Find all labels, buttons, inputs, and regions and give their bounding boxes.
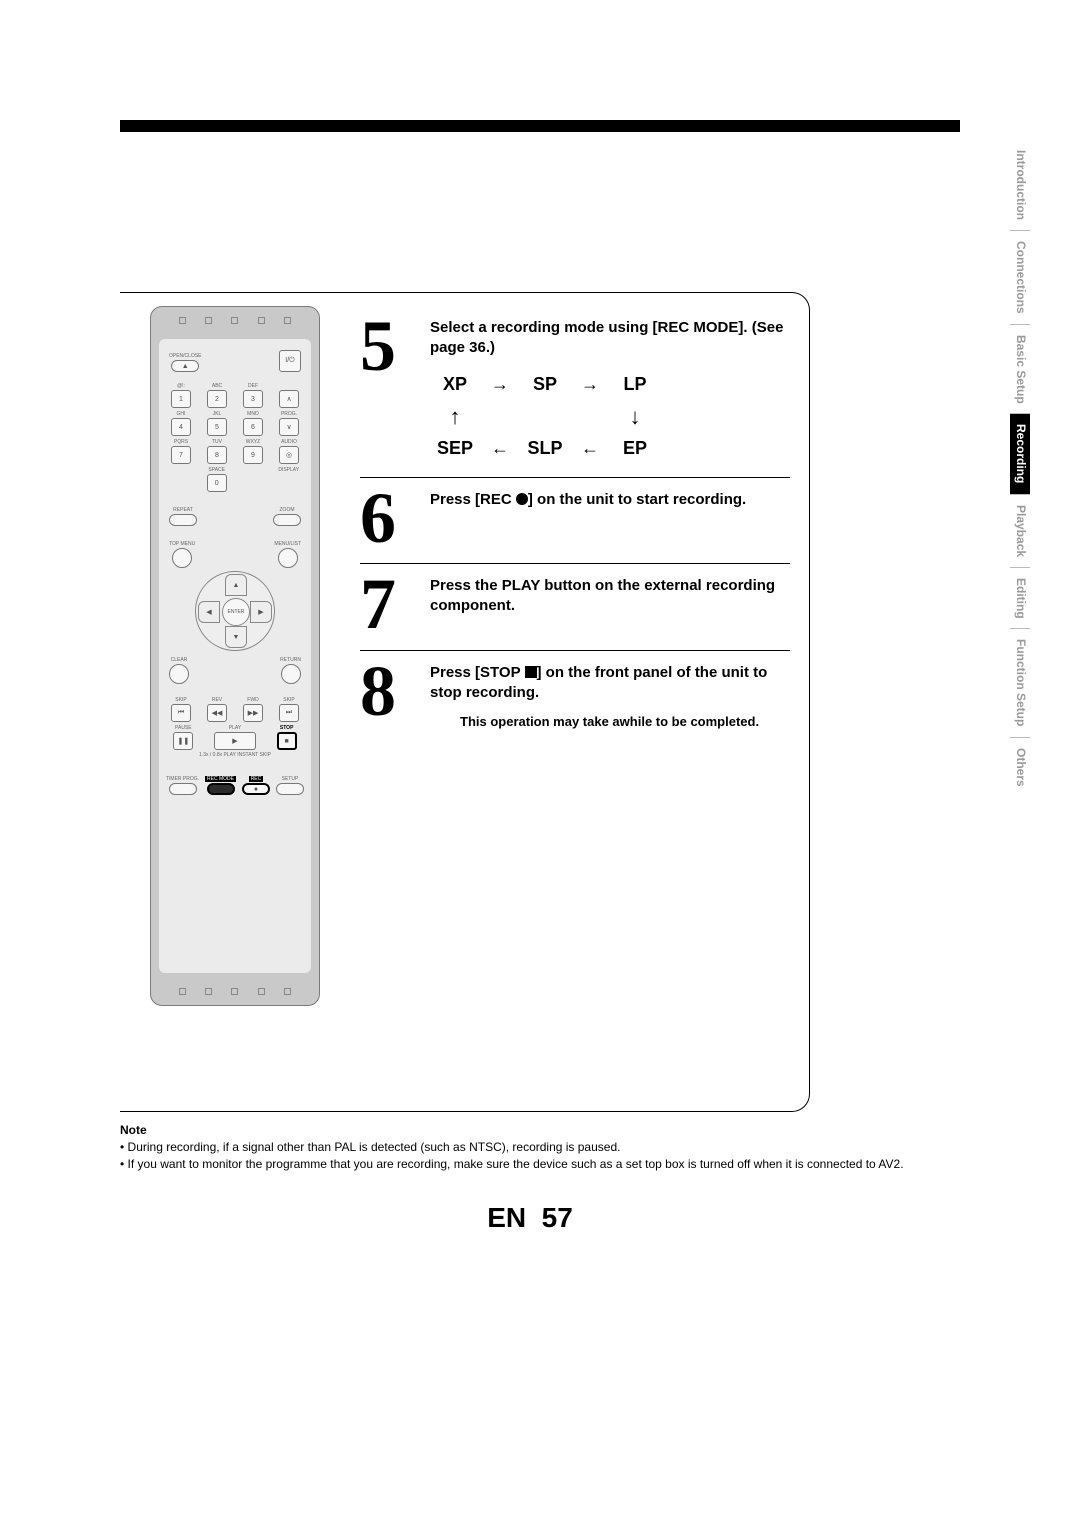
rec-mode-cycle: XPSPLP ↑↓ SEPSLPEP bbox=[430, 373, 790, 461]
return-btn bbox=[281, 664, 301, 684]
open-close-label: OPEN/CLOSE bbox=[169, 353, 202, 359]
key-7: 7 bbox=[171, 446, 191, 464]
top-menu-btn bbox=[172, 548, 192, 568]
key-6: 6 bbox=[243, 418, 263, 436]
pause-btn: ❚❚ bbox=[173, 732, 193, 750]
step-8: 8 Press [STOP ] on the front panel of th… bbox=[360, 651, 790, 747]
content-frame: OPEN/CLOSE▲ I/⏻ @!:1 ABC2 DEF3 ∧ GHI4 JK… bbox=[120, 292, 810, 1112]
remote-illustration: OPEN/CLOSE▲ I/⏻ @!:1 ABC2 DEF3 ∧ GHI4 JK… bbox=[150, 306, 320, 1006]
step-5: 5 Select a recording mode using [REC MOD… bbox=[360, 306, 790, 478]
note-section: Note During recording, if a signal other… bbox=[120, 1122, 940, 1172]
tab-recording: Recording bbox=[1010, 414, 1030, 494]
fwd: ▶▶ bbox=[243, 704, 263, 722]
ch-up: ∧ bbox=[279, 390, 299, 408]
key-3: 3 bbox=[243, 390, 263, 408]
skip-back: ⏮ bbox=[171, 704, 191, 722]
step-text: Press [REC ] on the unit to start record… bbox=[430, 490, 790, 548]
key-1: 1 bbox=[171, 390, 191, 408]
play-btn: ▶ bbox=[214, 732, 256, 750]
rev: ◀◀ bbox=[207, 704, 227, 722]
page-number: EN 57 bbox=[120, 1202, 940, 1234]
setup-btn bbox=[276, 783, 304, 795]
tab-playback: Playback bbox=[1010, 495, 1030, 568]
key-9: 9 bbox=[243, 446, 263, 464]
tab-connections: Connections bbox=[1010, 231, 1030, 325]
step-number: 6 bbox=[360, 490, 416, 548]
menu-list-btn bbox=[278, 548, 298, 568]
clear-btn bbox=[169, 664, 189, 684]
note-item: During recording, if a signal other than… bbox=[120, 1139, 940, 1156]
tab-others: Others bbox=[1010, 738, 1030, 797]
key-2: 2 bbox=[207, 390, 227, 408]
dpad: ▲ ▼ ◀ ▶ ENTER bbox=[195, 571, 275, 651]
rec-btn: ● bbox=[242, 783, 270, 795]
step-text: Press the PLAY button on the external re… bbox=[430, 576, 790, 634]
step-text: Select a recording mode using [REC MODE]… bbox=[430, 318, 790, 461]
timer-prog-btn bbox=[169, 783, 197, 795]
key-4: 4 bbox=[171, 418, 191, 436]
rec-dot-icon bbox=[516, 493, 528, 505]
speed-label: 1.3x / 0.8x PLAY INSTANT SKIP bbox=[163, 752, 307, 758]
step-7: 7 Press the PLAY button on the external … bbox=[360, 564, 790, 651]
repeat-btn bbox=[169, 514, 197, 526]
tab-basic-setup: Basic Setup bbox=[1010, 325, 1030, 415]
key-5: 5 bbox=[207, 418, 227, 436]
step-text: Press [STOP ] on the front panel of the … bbox=[430, 663, 790, 731]
side-tabs: Introduction Connections Basic Setup Rec… bbox=[1010, 140, 1030, 796]
eject-button: ▲ bbox=[171, 360, 199, 372]
step-number: 8 bbox=[360, 663, 416, 731]
tab-introduction: Introduction bbox=[1010, 140, 1030, 231]
tab-function-setup: Function Setup bbox=[1010, 629, 1030, 737]
step-number: 5 bbox=[360, 318, 416, 461]
rec-mode-btn-highlight bbox=[207, 783, 235, 795]
skip-fwd: ⏭ bbox=[279, 704, 299, 722]
note-item: If you want to monitor the programme tha… bbox=[120, 1156, 940, 1173]
zoom-btn bbox=[273, 514, 301, 526]
top-black-bar bbox=[120, 120, 960, 132]
note-title: Note bbox=[120, 1122, 940, 1139]
audio-btn: ◎ bbox=[279, 446, 299, 464]
stop-square-icon bbox=[525, 666, 537, 678]
stop-btn: ■ bbox=[277, 732, 297, 750]
enter-btn: ENTER bbox=[222, 598, 250, 626]
tab-editing: Editing bbox=[1010, 568, 1030, 630]
step-6: 6 Press [REC ] on the unit to start reco… bbox=[360, 478, 790, 565]
step-subnote: This operation may take awhile to be com… bbox=[430, 713, 790, 731]
key-8: 8 bbox=[207, 446, 227, 464]
ch-down: ∨ bbox=[279, 418, 299, 436]
step-number: 7 bbox=[360, 576, 416, 634]
power-button: I/⏻ bbox=[279, 350, 301, 372]
key-0: 0 bbox=[207, 474, 227, 492]
